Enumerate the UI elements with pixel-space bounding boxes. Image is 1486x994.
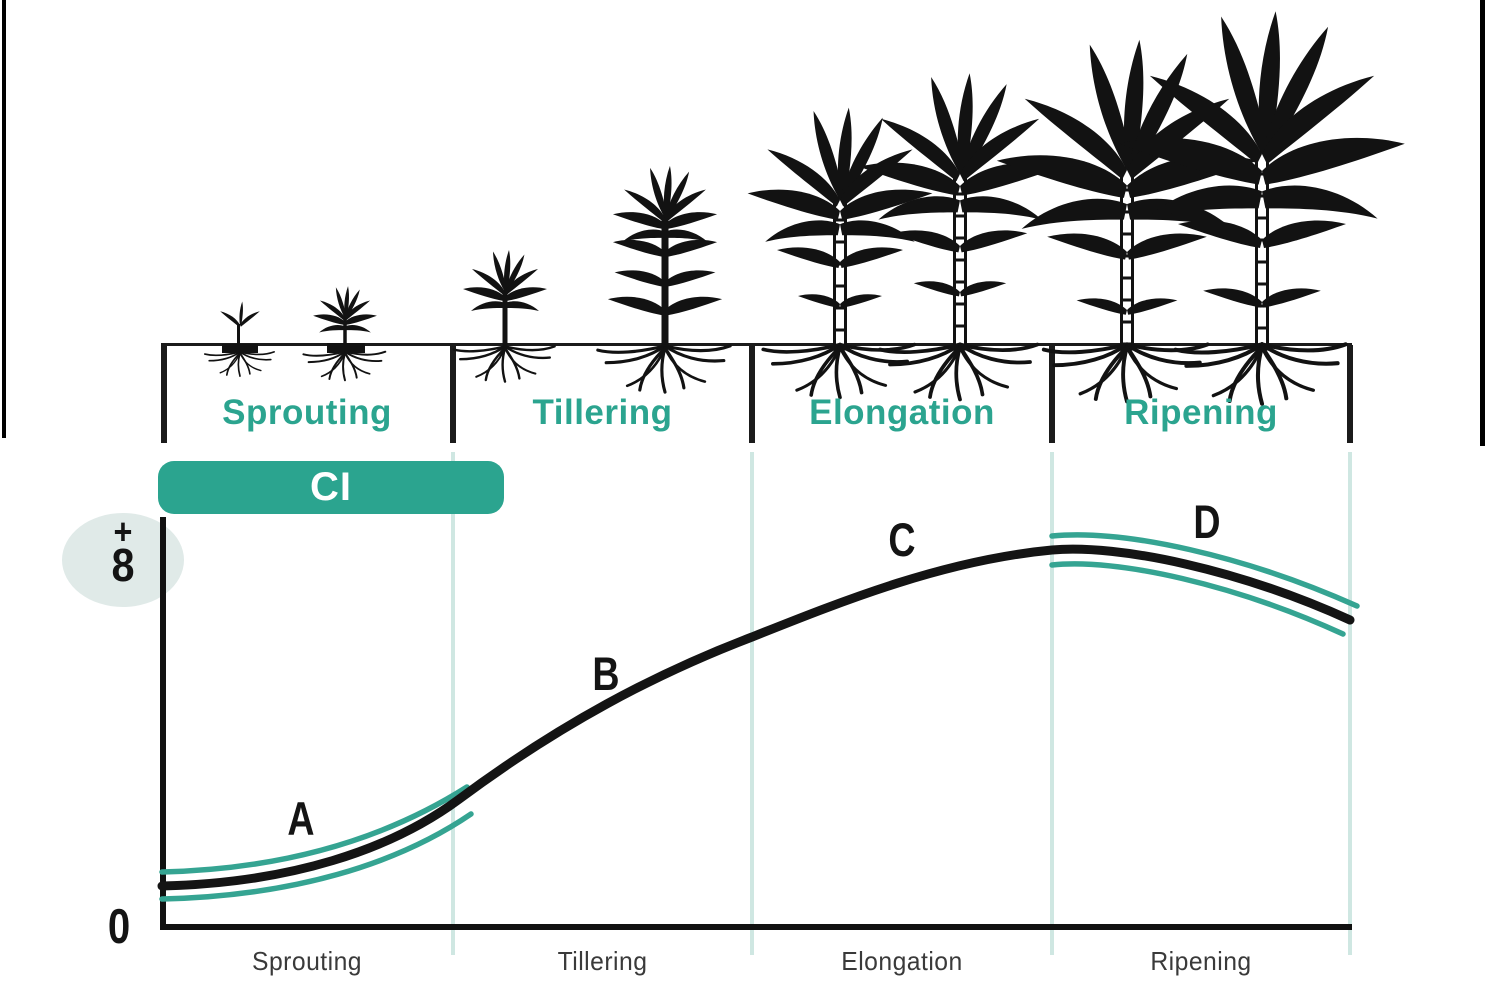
right-edge-border [1480, 0, 1485, 446]
gridline-tillering-elongation [750, 452, 754, 955]
ripening-cane-1 [997, 40, 1257, 404]
stage-label-sprouting: Sprouting [222, 393, 392, 432]
x-label-tillering: Tillering [557, 946, 648, 976]
curve-label-b: B [592, 647, 620, 700]
x-label-elongation: Elongation [841, 946, 963, 976]
stage-divider-bar [1347, 345, 1353, 443]
x-axis [160, 924, 1352, 930]
y-axis-origin-label: 0 [107, 900, 131, 954]
sprouting-seedling-small [203, 301, 275, 377]
stage-label-tillering: Tillering [532, 393, 673, 432]
gridline-right-boundary [1348, 452, 1352, 955]
y-axis-max-label: + 8 [68, 511, 178, 591]
stage-divider-bar [161, 345, 167, 443]
x-label-sprouting: Sprouting [251, 946, 363, 976]
ground-line [161, 343, 1352, 346]
x-label-ripening: Ripening [1150, 946, 1252, 976]
tillering-shoot-large [596, 166, 732, 394]
curve-label-d: D [1193, 495, 1221, 548]
stage-label-elongation: Elongation [809, 393, 995, 432]
ci-badge: CI [158, 461, 504, 514]
curve-label-a: A [287, 792, 315, 845]
stage-divider-bar [450, 345, 456, 443]
gridline-sprouting-tillering [451, 452, 455, 955]
ci-band-lower-ripening [1049, 561, 1346, 637]
elongation-cane-2 [859, 73, 1061, 402]
growth-curve-line [157, 544, 1355, 891]
plant-illustrations [203, 0, 1486, 460]
stage-divider-bar [749, 345, 755, 443]
sprouting-seedling-large [302, 286, 387, 382]
curve-label-c: C [888, 513, 916, 566]
plus-sign: + [113, 511, 133, 552]
elongation-cane-1 [748, 108, 933, 400]
stage-label-ripening: Ripening [1124, 393, 1278, 432]
tillering-shoot-small [452, 250, 556, 383]
left-edge-border [2, 0, 6, 438]
y-max-value: 8 [111, 539, 135, 591]
gridline-elongation-ripening [1050, 452, 1054, 955]
